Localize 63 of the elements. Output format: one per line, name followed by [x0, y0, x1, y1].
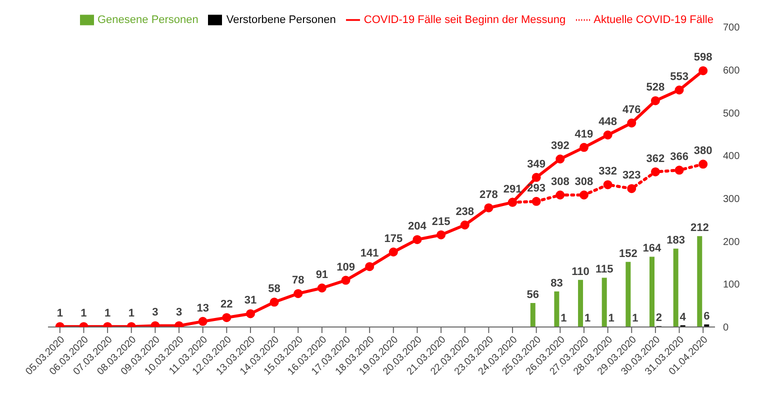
data-label: 13: [196, 302, 209, 314]
data-label: 553: [670, 71, 688, 83]
data-label: 293: [527, 182, 546, 194]
data-label: 332: [598, 166, 617, 178]
data-label: 476: [622, 104, 641, 116]
data-label: 183: [666, 234, 685, 247]
data-label: 448: [598, 116, 617, 128]
data-label: 212: [690, 222, 709, 234]
y-tick-label: 200: [723, 236, 740, 248]
y-tick-label: 0: [723, 322, 729, 334]
data-label: 598: [694, 52, 712, 64]
data-label: 109: [336, 261, 355, 274]
legend-label: Aktuelle COVID-19 Fälle: [594, 14, 714, 26]
legend-label: Genesene Personen: [98, 14, 198, 26]
data-label: 110: [572, 266, 590, 278]
data-label: 308: [550, 176, 570, 188]
data-label: 91: [316, 269, 328, 281]
data-label: 3: [176, 306, 182, 319]
data-label: 1: [56, 308, 63, 320]
data-label: 3: [152, 306, 158, 319]
legend-label: COVID-19 Fälle seit Beginn der Messung: [364, 14, 566, 26]
data-label: 528: [646, 82, 665, 94]
data-label: 349: [527, 158, 546, 170]
data-label: 362: [646, 152, 665, 165]
data-label: 78: [292, 274, 304, 287]
y-tick-label: 700: [723, 22, 740, 34]
data-label: 278: [480, 188, 498, 201]
data-label: 152: [618, 248, 638, 260]
data-label: 215: [432, 216, 450, 228]
data-label: 1: [128, 308, 134, 320]
y-tick-label: 100: [723, 280, 740, 291]
data-label: 164: [642, 242, 662, 255]
data-label: 4: [680, 311, 687, 324]
data-label: 31: [244, 294, 257, 307]
data-label: 141: [360, 248, 379, 260]
data-label: 56: [526, 289, 540, 301]
data-label: 2: [656, 312, 662, 324]
y-tick-label: 600: [723, 65, 740, 76]
data-label: 323: [622, 170, 641, 182]
data-label: 419: [574, 128, 594, 140]
y-tick-label: 500: [723, 108, 740, 120]
data-label: 1: [584, 312, 591, 325]
data-label: 22: [220, 298, 233, 311]
data-label: 238: [456, 206, 474, 218]
data-label: 204: [408, 220, 428, 233]
data-label: 1: [80, 308, 87, 320]
y-tick-label: 300: [723, 194, 740, 205]
data-label: 291: [503, 183, 522, 196]
data-label: 83: [550, 277, 563, 290]
data-label: 1: [104, 308, 111, 320]
data-label: 308: [574, 176, 594, 188]
data-label: 1: [608, 312, 614, 325]
data-label: 115: [595, 264, 614, 276]
data-label: 6: [704, 310, 710, 322]
y-tick-label: 400: [723, 151, 740, 162]
legend-label: Verstorbene Personen: [226, 14, 336, 26]
data-label: 58: [268, 283, 280, 296]
data-label: 366: [670, 151, 688, 164]
data-label: 392: [550, 140, 570, 152]
data-label: 175: [384, 233, 403, 245]
data-label: 380: [694, 145, 712, 158]
data-label: 1: [632, 312, 638, 325]
data-label: 1: [560, 312, 567, 325]
